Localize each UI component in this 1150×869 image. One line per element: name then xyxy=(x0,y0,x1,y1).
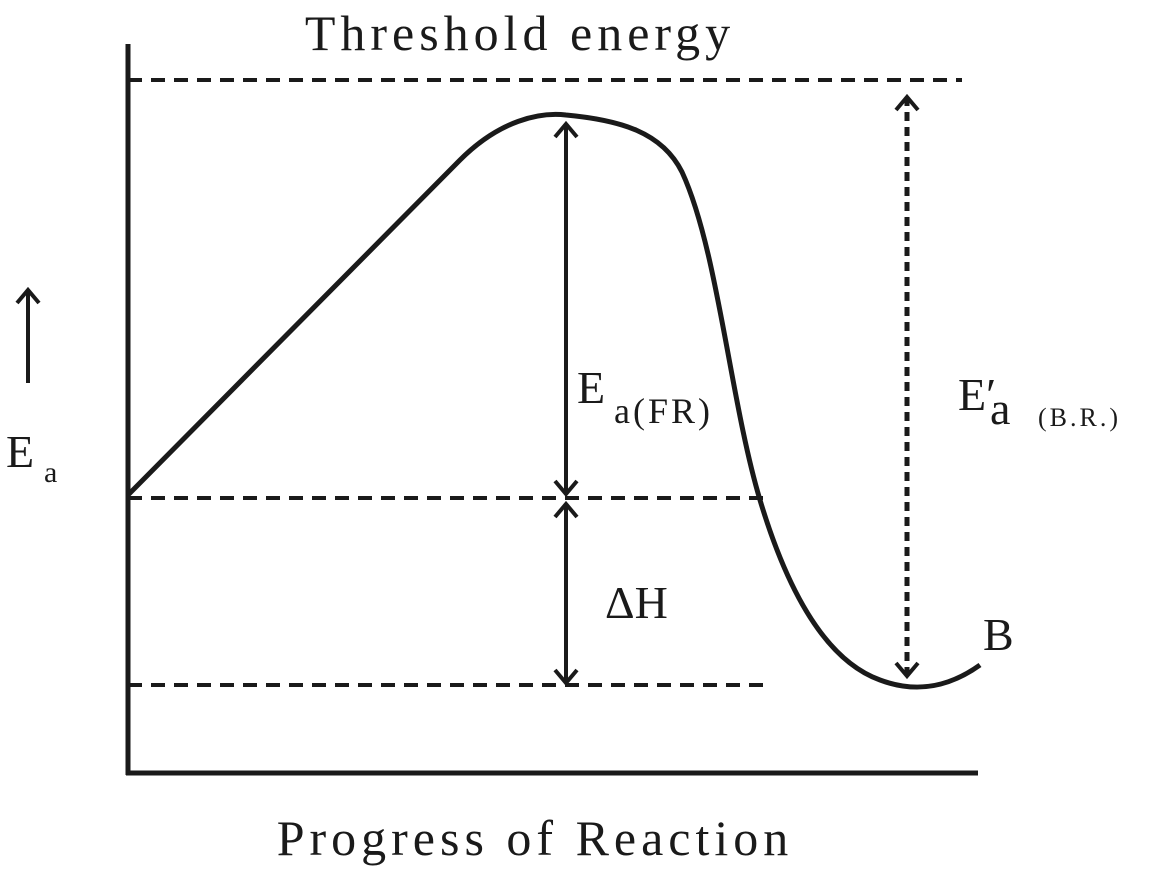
enthalpy-label: ΔH xyxy=(605,577,668,628)
backward-label-qualifier: (B.R.) xyxy=(1038,403,1121,432)
x-axis-label: Progress of Reaction xyxy=(277,810,794,866)
title: Threshold energy xyxy=(305,5,735,61)
forward-label: E xyxy=(577,362,605,413)
y-axis-label: E xyxy=(6,426,34,477)
y-axis-label-sub: a xyxy=(44,456,60,489)
backward-label-sub: a xyxy=(990,383,1010,434)
backward-label: E′ xyxy=(958,369,996,420)
energy-curve xyxy=(126,111,982,690)
product-label: B xyxy=(983,609,1014,660)
forward-label-sub: a(FR) xyxy=(614,391,713,431)
